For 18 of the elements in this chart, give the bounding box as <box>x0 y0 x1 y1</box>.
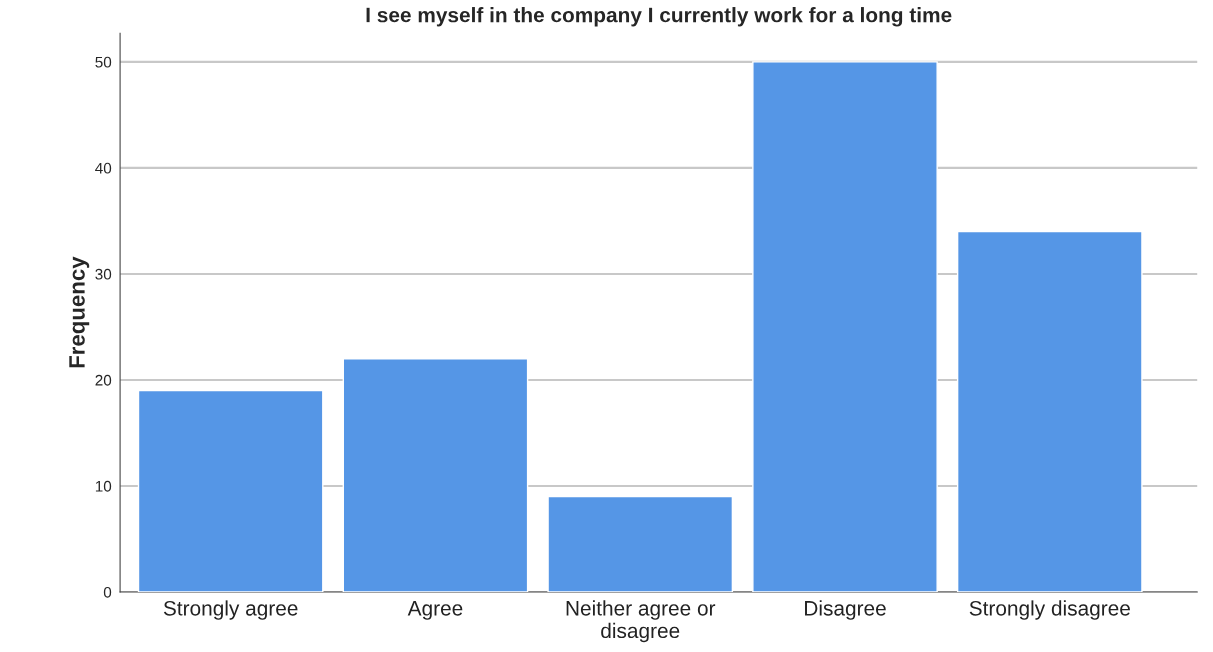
x-tick-label: Strongly disagree <box>969 600 1130 620</box>
y-tick-label: 20 <box>95 374 112 386</box>
y-tick-label: 40 <box>95 162 112 174</box>
bar <box>547 495 734 593</box>
x-tick-label: Strongly agree <box>163 600 298 620</box>
bar <box>137 389 324 593</box>
bar <box>342 358 529 593</box>
y-tick-label: 10 <box>95 480 112 492</box>
chart-title: I see myself in the company I currently work for a long time <box>366 7 952 27</box>
x-tick-label: Disagree <box>805 600 886 620</box>
x-tick-label: Agree <box>407 601 463 620</box>
bar <box>956 230 1143 593</box>
y-tick-label: 0 <box>103 586 112 598</box>
y-axis-title: Frequency <box>69 256 90 368</box>
bar <box>752 61 938 593</box>
y-tick-label: 30 <box>95 268 112 280</box>
x-tick-label: Neither agree or disagree <box>566 600 716 643</box>
y-tick-label: 50 <box>95 56 112 68</box>
